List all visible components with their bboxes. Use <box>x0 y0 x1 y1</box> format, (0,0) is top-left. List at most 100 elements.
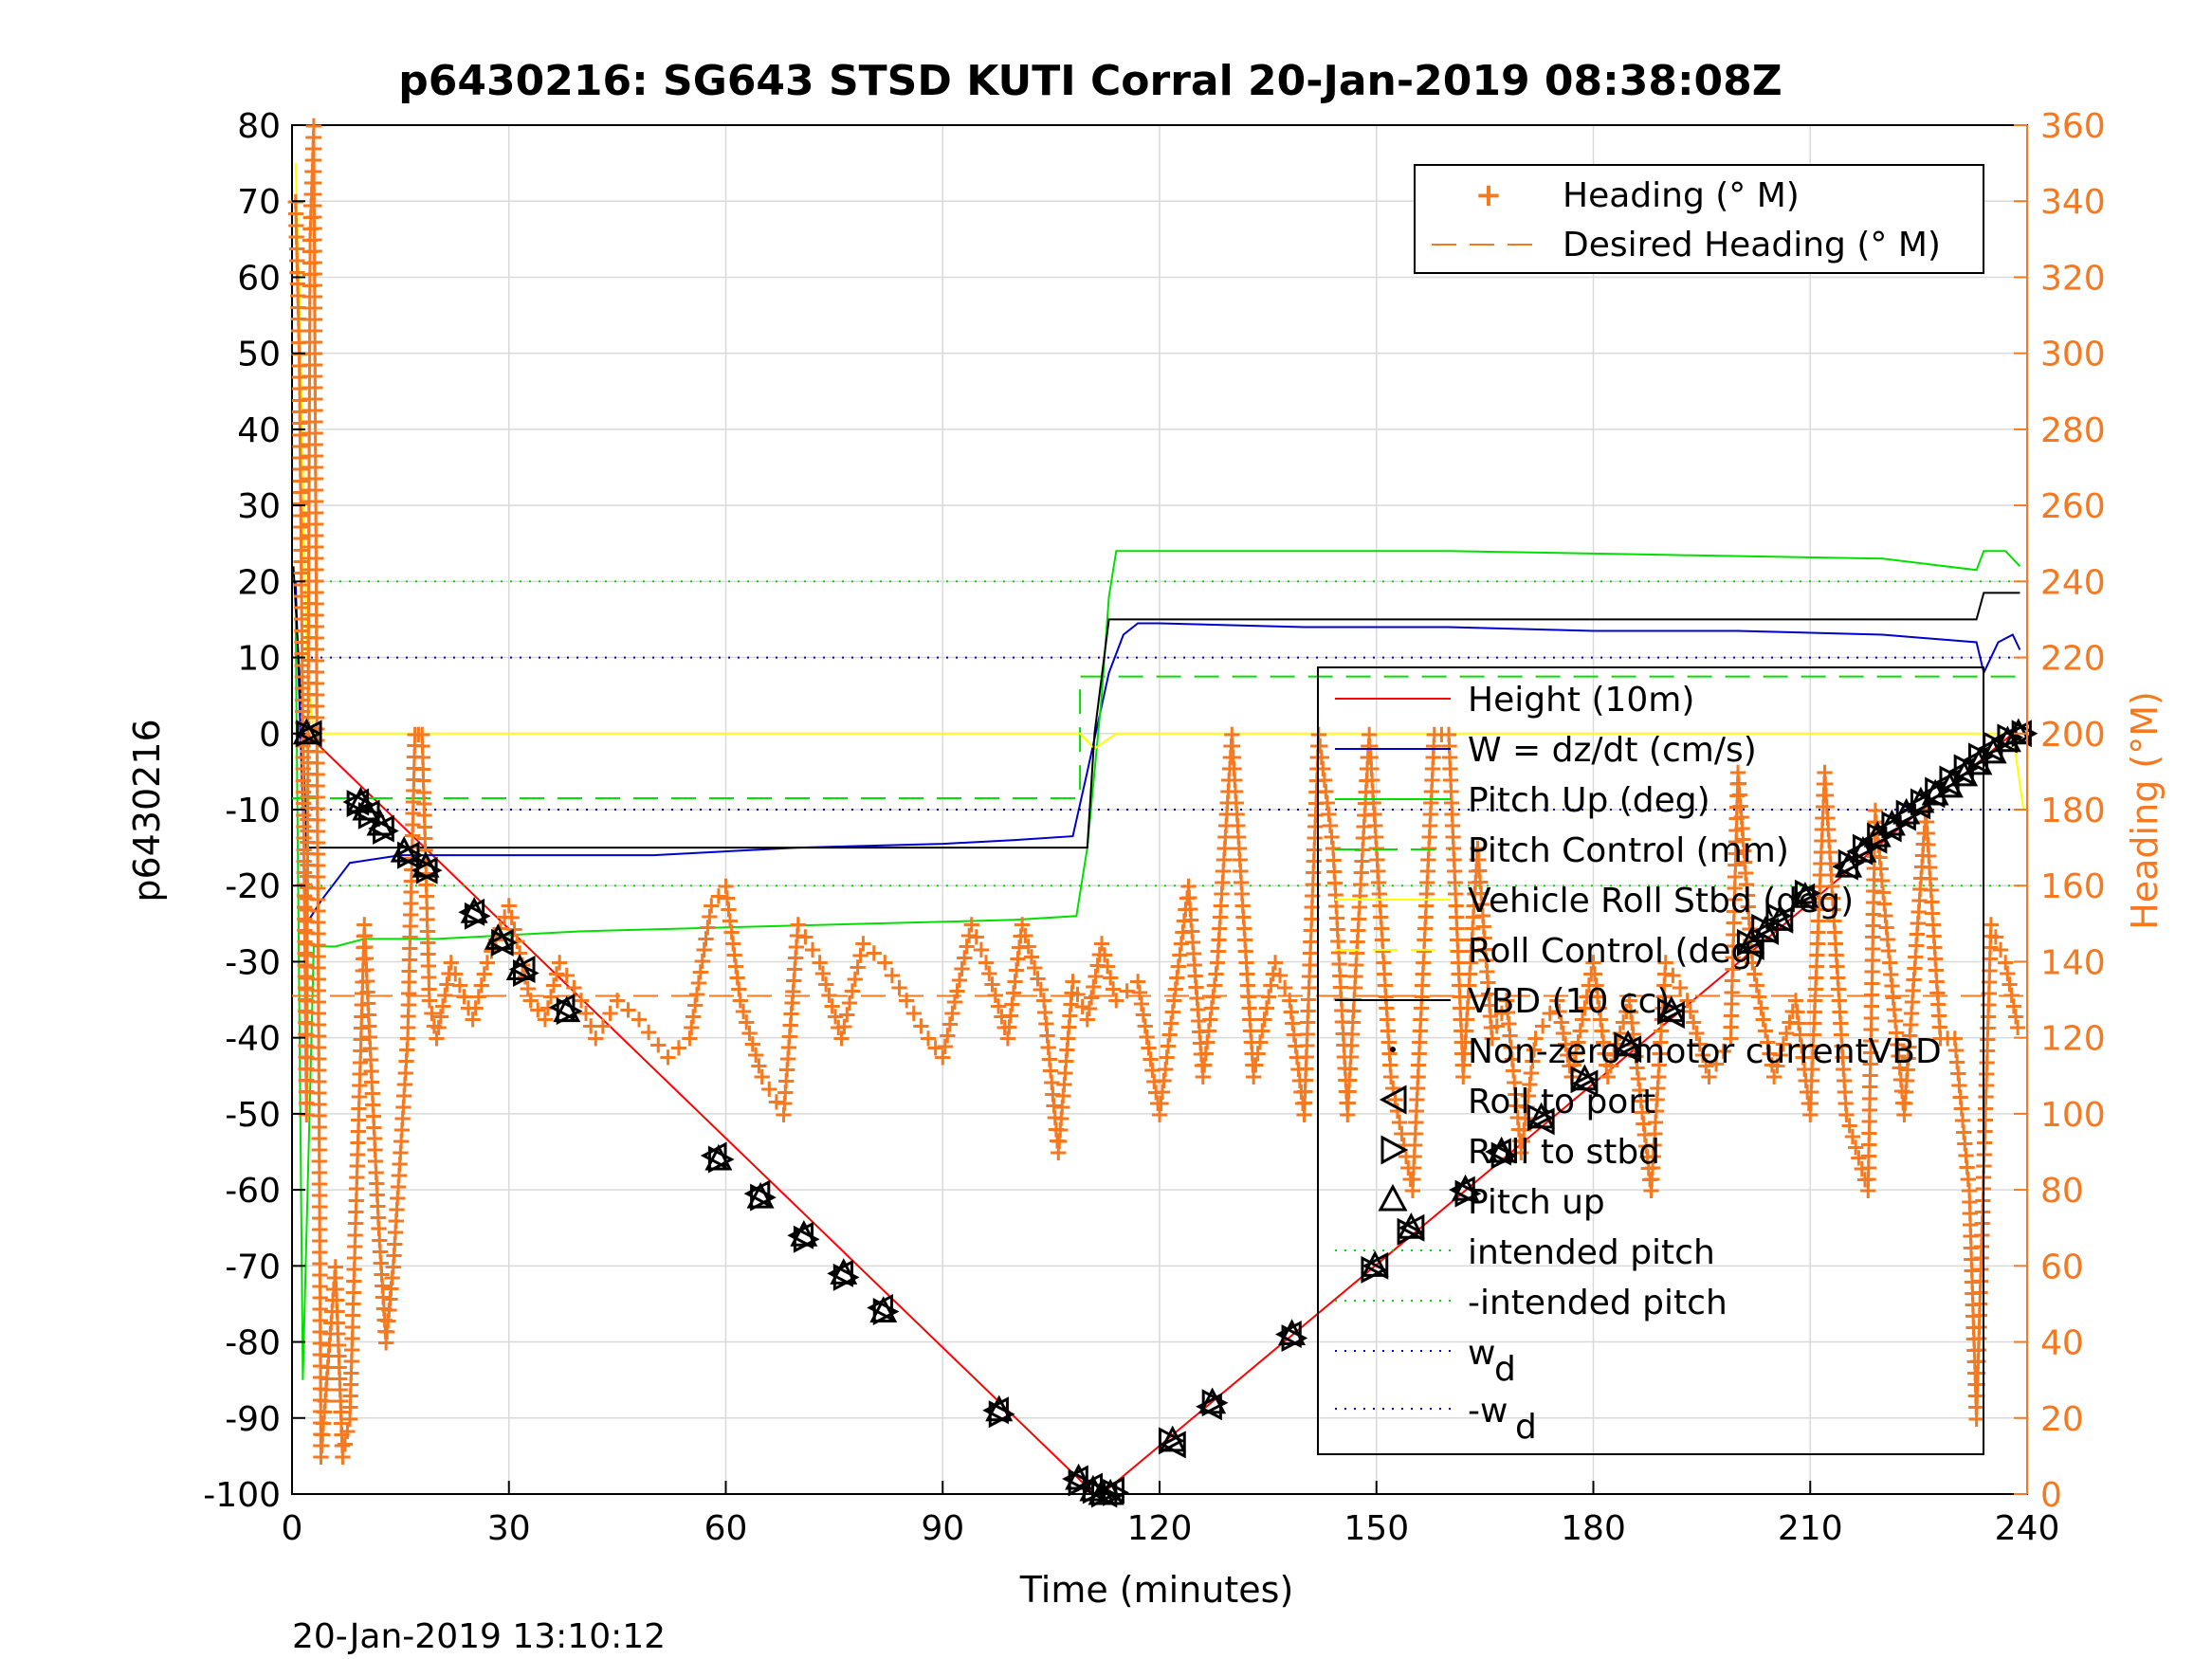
heading-point: + <box>358 1012 379 1040</box>
heading-point: + <box>1654 959 1675 988</box>
heading-point: + <box>292 685 313 714</box>
heading-point: + <box>1510 1139 1531 1167</box>
heading-point: + <box>1296 1031 1317 1060</box>
heading-point: + <box>1440 766 1461 794</box>
heading-point: + <box>293 778 314 807</box>
heading-point: + <box>957 933 978 961</box>
heading-point: + <box>298 793 319 822</box>
heading-point: + <box>819 981 840 1010</box>
heading-point: + <box>341 1347 362 1376</box>
heading-point: + <box>441 948 462 976</box>
roll-to-stbd-marker <box>1751 913 1778 941</box>
heading-point: + <box>1491 999 1512 1028</box>
heading-point: + <box>1902 988 1923 1016</box>
heading-point: + <box>1410 1017 1431 1046</box>
heading-point: + <box>292 674 313 702</box>
heading-point: + <box>1647 1074 1668 1103</box>
heading-point: + <box>1208 937 1229 965</box>
heading-point: + <box>1521 1059 1542 1087</box>
heading-point: + <box>346 1175 367 1203</box>
heading-point: + <box>289 363 310 392</box>
heading-point: + <box>309 1193 330 1221</box>
heading-point: + <box>310 1272 331 1301</box>
heading-point: + <box>1141 1045 1161 1073</box>
heading-point: + <box>1304 847 1325 875</box>
heading-point: + <box>1415 925 1435 954</box>
heading-point: + <box>344 1255 365 1284</box>
heading-point: + <box>300 237 320 265</box>
heading-point: + <box>1299 962 1320 991</box>
heading-point: + <box>1328 939 1349 967</box>
heading-point: + <box>309 1215 330 1244</box>
heading-point: + <box>296 1043 317 1071</box>
heading-point: + <box>286 246 307 275</box>
heading-point: + <box>366 1170 387 1198</box>
heading-point: + <box>1335 1066 1356 1094</box>
heading-point: + <box>1505 1080 1526 1108</box>
heading-point: + <box>1726 839 1746 867</box>
heading-point: + <box>398 979 419 1008</box>
heading-point: + <box>468 983 489 1012</box>
heading-point: + <box>1814 770 1835 798</box>
heading-point: + <box>1380 1063 1401 1091</box>
legend-entry: Non-zero motor currentVBD <box>1468 1032 1942 1071</box>
heading-point: + <box>1442 811 1463 840</box>
roll-to-stbd-marker <box>1526 1103 1554 1132</box>
heading-point: + <box>353 945 374 974</box>
heading-point: + <box>1088 951 1108 979</box>
heading-point: + <box>995 1013 1015 1042</box>
heading-point: + <box>1969 1302 1990 1330</box>
heading-point: + <box>299 578 320 607</box>
heading-point: + <box>296 1078 317 1106</box>
heading-point: + <box>774 1089 795 1118</box>
heading-point: + <box>1907 921 1928 949</box>
heading-point: + <box>292 640 313 668</box>
heading-point: + <box>399 968 420 996</box>
heading-point: + <box>1918 842 1939 870</box>
legend-heading-swatch: + <box>1475 176 1503 214</box>
heading-point: + <box>335 1431 356 1459</box>
heading-point: + <box>414 812 435 841</box>
heading-point: + <box>918 1025 939 1053</box>
heading-point: + <box>1823 895 1844 923</box>
heading-point: + <box>298 828 319 856</box>
roll-to-port-marker <box>1571 1069 1599 1098</box>
heading-point: + <box>402 811 423 839</box>
heading-point: + <box>400 889 421 918</box>
heading-point: + <box>1207 948 1228 976</box>
heading-point: + <box>1726 828 1746 856</box>
heading-point: + <box>778 1033 799 1062</box>
heading-point: + <box>1738 892 1759 921</box>
x-tick-label: 240 <box>1995 1509 2060 1548</box>
heading-point: + <box>290 432 311 461</box>
heading-point: + <box>1152 1078 1173 1106</box>
heading-point: + <box>1911 852 1932 881</box>
heading-point: + <box>303 191 324 220</box>
heading-point: + <box>291 582 312 611</box>
y2-tick-label: 60 <box>2040 1248 2084 1286</box>
heading-point: + <box>1231 868 1252 897</box>
heading-point: + <box>1821 872 1842 901</box>
heading-point: + <box>1252 1017 1272 1046</box>
heading-point: + <box>1297 1009 1318 1037</box>
heading-point: + <box>1206 959 1227 988</box>
heading-point: + <box>1990 936 2011 964</box>
heading-point: + <box>417 917 438 945</box>
heading-point: + <box>395 1059 416 1087</box>
heading-point: + <box>1496 987 1517 1015</box>
heading-point: + <box>1422 766 1443 794</box>
heading-point: + <box>1091 929 1112 957</box>
heading-point: + <box>1949 1071 1970 1100</box>
heading-point: + <box>1350 870 1371 899</box>
heading-point: + <box>1444 857 1465 885</box>
heading-point: + <box>305 533 326 561</box>
heading-point: + <box>342 1313 363 1341</box>
heading-point: + <box>412 755 433 783</box>
heading-point: + <box>369 1214 390 1243</box>
heading-point: + <box>720 906 740 935</box>
heading-point: + <box>291 547 312 575</box>
heading-point: + <box>1324 846 1344 874</box>
heading-point: + <box>297 930 318 958</box>
heading-point: + <box>1860 1049 1881 1078</box>
legend-entry: Roll to stbd <box>1468 1133 1660 1172</box>
